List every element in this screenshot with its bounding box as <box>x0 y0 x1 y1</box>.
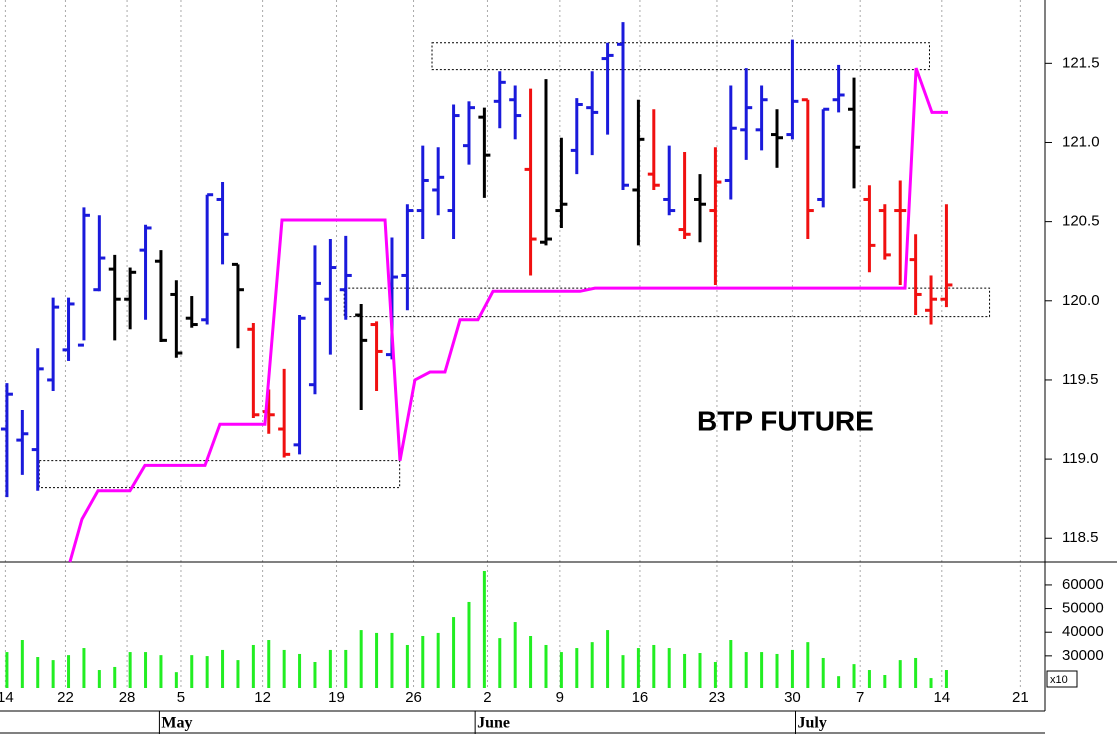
month-label: July <box>797 715 826 732</box>
x-tick-label: 5 <box>177 689 185 706</box>
volume-bar <box>452 617 456 688</box>
volume-bar <box>544 644 548 688</box>
volume-bar <box>328 649 332 688</box>
x-tick-label: 22 <box>57 689 74 706</box>
volume-bar <box>205 656 209 688</box>
y-tick-label: 119.5 <box>1062 371 1098 388</box>
volume-bar <box>529 635 533 688</box>
x-tick-label: 2 <box>483 689 491 706</box>
volume-bar <box>575 648 579 688</box>
volume-bar <box>51 660 55 688</box>
volume-bar <box>221 649 225 688</box>
x-tick-label: 14 <box>0 689 14 706</box>
volume-bar <box>698 653 702 688</box>
x-tick-label: 9 <box>556 689 564 706</box>
zone <box>431 42 930 71</box>
volume-bar <box>390 632 394 688</box>
volume-bar <box>621 655 625 688</box>
x-tick-label: 16 <box>632 689 649 706</box>
volume-bar <box>667 648 671 688</box>
x-tick-label: 14 <box>933 689 950 706</box>
volume-bar <box>498 638 502 688</box>
volume-bar <box>359 630 363 688</box>
y2-tick-label: 30000 <box>1062 647 1104 664</box>
volume-bar <box>421 635 425 688</box>
volume-bar <box>405 644 409 688</box>
volume-bar <box>929 678 933 688</box>
volume-bar <box>236 660 240 688</box>
volume-bar <box>590 642 594 688</box>
y2-tick-label: 60000 <box>1062 576 1104 593</box>
volume-bar <box>482 570 486 688</box>
x-tick-label: 26 <box>405 689 422 706</box>
volume-bar <box>298 653 302 688</box>
volume-bar <box>36 657 40 688</box>
volume-bar <box>683 653 687 688</box>
volume-bar <box>790 649 794 688</box>
volume-bar <box>867 670 871 688</box>
month-label: May <box>161 715 192 732</box>
volume-bar <box>467 601 471 688</box>
zone <box>38 460 401 489</box>
x-tick-label: 19 <box>328 689 345 706</box>
x-tick-label: 21 <box>1012 689 1029 706</box>
volume-bar <box>159 655 163 688</box>
x-tick-label: 28 <box>119 689 136 706</box>
volume-bar <box>313 661 317 688</box>
volume-bar <box>144 652 148 688</box>
y-tick-label: 120.0 <box>1062 292 1100 309</box>
volume-bar <box>944 670 948 688</box>
y-tick-label: 121.5 <box>1062 54 1100 71</box>
y2-multiplier: x10 <box>1050 674 1068 686</box>
stop-line <box>68 67 948 563</box>
volume-bar <box>513 622 517 688</box>
volume-bar <box>344 649 348 688</box>
multiplier-box <box>1046 670 1078 688</box>
volume-bar <box>174 672 178 688</box>
x-tick-label: 30 <box>784 689 801 706</box>
volume-bar <box>729 640 733 688</box>
x-tick-label: 23 <box>709 689 726 706</box>
volume-bar <box>652 644 656 688</box>
y-tick-label: 120.5 <box>1062 213 1100 230</box>
month-label: June <box>477 715 510 732</box>
volume-bar <box>837 676 841 688</box>
x-tick-label: 12 <box>254 689 271 706</box>
y2-tick-label: 50000 <box>1062 600 1104 617</box>
y-tick-label: 121.0 <box>1062 133 1100 150</box>
volume-bar <box>821 657 825 688</box>
y-tick-label: 119.0 <box>1062 450 1098 467</box>
volume-bar <box>806 642 810 688</box>
volume-bar <box>713 661 717 688</box>
volume-bar <box>760 652 764 688</box>
volume-bar <box>883 674 887 688</box>
volume-bar <box>20 640 24 688</box>
volume-bar <box>636 648 640 688</box>
volume-bar <box>898 660 902 688</box>
volume-bar <box>128 652 132 688</box>
volume-bar <box>375 632 379 688</box>
volume-bar <box>282 649 286 688</box>
volume-bar <box>67 655 71 688</box>
volume-bar <box>251 644 255 688</box>
volume-bar <box>559 652 563 688</box>
volume-bar <box>5 652 9 688</box>
volume-bar <box>775 653 779 688</box>
volume-bar <box>97 670 101 688</box>
volume-bar <box>113 666 117 688</box>
volume-bar <box>436 632 440 688</box>
y2-tick-label: 40000 <box>1062 623 1104 640</box>
x-tick-label: 7 <box>856 689 864 706</box>
volume-bar <box>744 652 748 688</box>
annotation: BTP FUTURE <box>697 405 874 436</box>
volume-bar <box>914 657 918 688</box>
volume-bar <box>82 648 86 688</box>
volume-bar <box>606 630 610 688</box>
zone <box>343 287 991 318</box>
volume-bar <box>190 655 194 688</box>
y-tick-label: 118.5 <box>1062 529 1098 546</box>
volume-bar <box>852 664 856 688</box>
volume-bar <box>267 640 271 688</box>
